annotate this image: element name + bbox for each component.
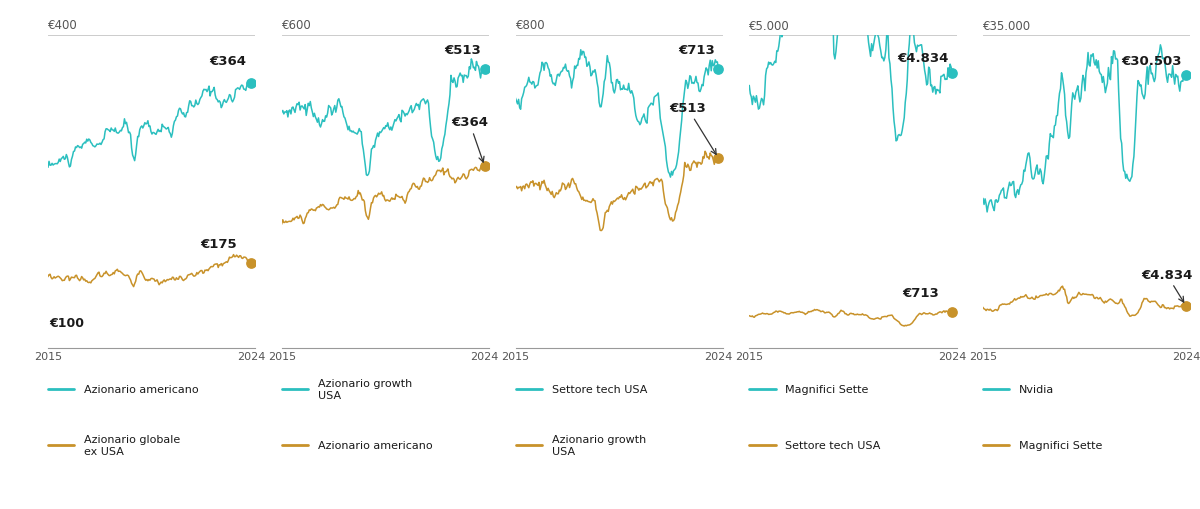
Point [241, 259, 260, 267]
Text: €364: €364 [451, 116, 488, 163]
Text: €30.503: €30.503 [1121, 55, 1181, 68]
Text: Magnifici Sette: Magnifici Sette [785, 384, 869, 394]
Text: Azionario growth
USA: Azionario growth USA [318, 378, 412, 401]
Text: Settore tech USA: Settore tech USA [552, 384, 647, 394]
Text: €100: €100 [49, 317, 84, 330]
Point [942, 308, 961, 317]
Point [1176, 72, 1195, 80]
Point [942, 70, 961, 78]
Text: €400: €400 [48, 19, 78, 32]
Text: Azionario globale
ex USA: Azionario globale ex USA [84, 434, 180, 457]
Text: €600: €600 [282, 19, 312, 32]
Text: €364: €364 [209, 55, 246, 68]
Point [475, 66, 494, 74]
Point [1176, 302, 1195, 310]
Text: €513: €513 [668, 102, 716, 155]
Text: Nvidia: Nvidia [1019, 384, 1055, 394]
Text: €513: €513 [444, 44, 481, 57]
Text: Azionario americano: Azionario americano [318, 440, 432, 450]
Text: €800: €800 [516, 19, 545, 32]
Text: €713: €713 [902, 287, 938, 300]
Text: €4.834: €4.834 [898, 52, 949, 65]
Text: Azionario americano: Azionario americano [84, 384, 199, 394]
Text: Azionario growth
USA: Azionario growth USA [552, 434, 646, 457]
Text: Settore tech USA: Settore tech USA [785, 440, 881, 450]
Text: €713: €713 [678, 44, 715, 58]
Text: €4.834: €4.834 [1141, 268, 1192, 302]
Text: €35.000: €35.000 [983, 19, 1031, 33]
Point [475, 163, 494, 171]
Point [709, 155, 728, 163]
Text: €5.000: €5.000 [749, 19, 790, 33]
Text: €175: €175 [200, 238, 238, 251]
Text: Magnifici Sette: Magnifici Sette [1019, 440, 1103, 450]
Point [709, 66, 728, 74]
Point [241, 80, 260, 88]
